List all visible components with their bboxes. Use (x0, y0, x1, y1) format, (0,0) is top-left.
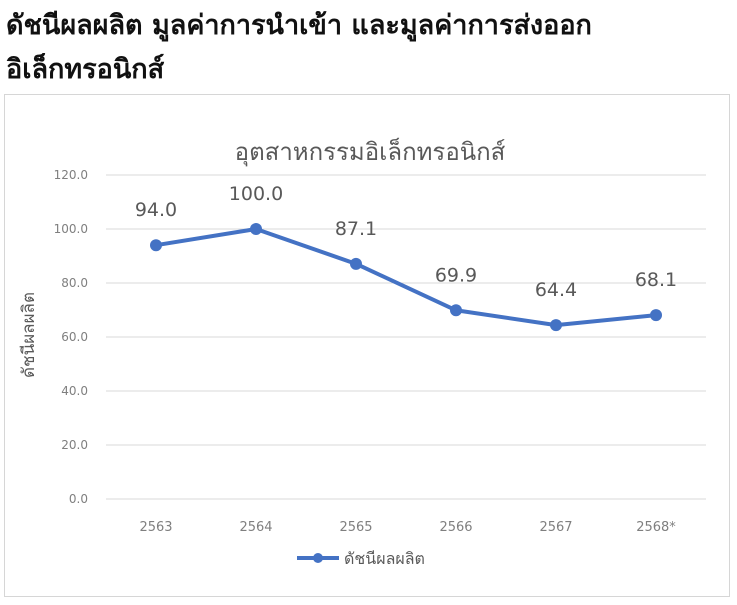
y-tick-label: 40.0 (61, 384, 88, 398)
y-tick-label: 100.0 (54, 222, 88, 236)
series (150, 223, 662, 332)
legend-dot-marker (313, 553, 323, 563)
data-point (450, 304, 462, 317)
data-label: 100.0 (229, 183, 283, 205)
data-label: 64.4 (535, 279, 577, 301)
gridlines (106, 174, 706, 500)
data-label: 94.0 (135, 199, 177, 221)
series-line (154, 227, 658, 328)
y-tick-label: 0.0 (69, 492, 88, 506)
y-tick-label: 120.0 (54, 168, 88, 182)
x-tick-label: 2563 (139, 520, 172, 535)
page-heading-line-1: ดัชนีผลผลิต มูลค่าการนำเข้า และมูลค่าการ… (6, 10, 592, 41)
legend-label: ดัชนีผลผลิต (344, 549, 425, 568)
data-label: 87.1 (335, 218, 377, 240)
data-labels: 94.0 100.0 87.1 69.9 64.4 68.1 (135, 183, 677, 301)
x-tick-label: 2564 (239, 520, 272, 535)
y-axis-ticks: 0.0 20.0 40.0 60.0 80.0 100.0 120.0 (54, 168, 88, 506)
chart-title: อุตสาหกรรมอิเล็กทรอนิกส์ (235, 137, 506, 167)
y-tick-label: 60.0 (61, 330, 88, 344)
y-tick-label: 80.0 (61, 276, 88, 290)
data-point (250, 223, 262, 235)
data-label: 69.9 (435, 264, 477, 286)
x-tick-label: 2566 (439, 520, 472, 535)
x-tick-label: 2565 (339, 520, 372, 535)
x-tick-label: 2568* (636, 520, 676, 535)
data-label: 68.1 (635, 269, 677, 291)
x-tick-label: 2567 (539, 520, 572, 535)
data-point (550, 319, 562, 332)
legend: ดัชนีผลผลิต (297, 549, 425, 568)
x-axis-ticks: 2563 2564 2565 2566 2567 2568* (139, 520, 676, 535)
y-axis-label: ดัชนีผลผลิต (19, 292, 39, 378)
page-heading: ดัชนีผลผลิต มูลค่าการนำเข้า และมูลค่าการ… (6, 4, 734, 92)
data-point (150, 239, 162, 252)
page-heading-line-2: อิเล็กทรอนิกส์ (6, 54, 165, 85)
data-point (350, 257, 362, 270)
chart-frame (4, 94, 730, 597)
y-tick-label: 20.0 (61, 438, 88, 452)
data-point (650, 309, 662, 322)
